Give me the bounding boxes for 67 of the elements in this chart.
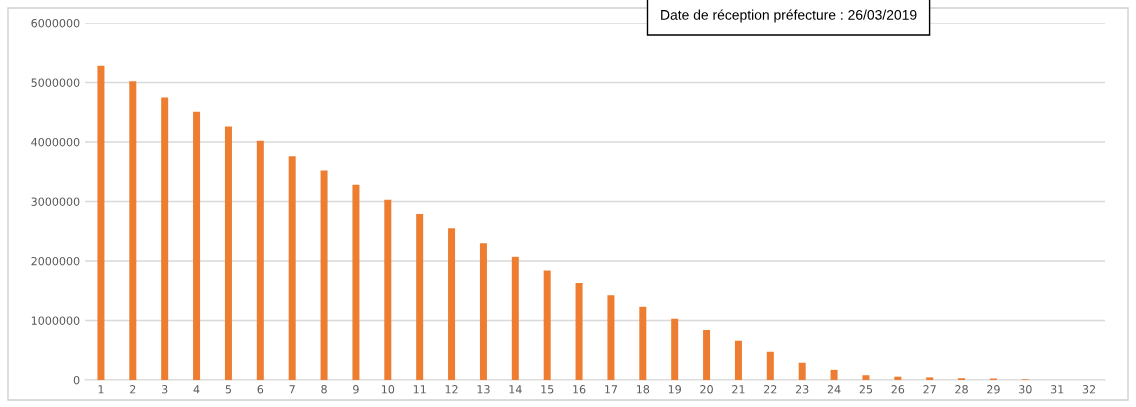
x-tick-label: 10	[381, 385, 395, 394]
bar	[129, 81, 137, 380]
x-tick-label: 5	[225, 385, 231, 394]
x-tick-label: 22	[764, 385, 777, 394]
x-tick-label: 27	[923, 385, 936, 394]
bar	[448, 228, 456, 380]
y-tick-label: 3000000	[31, 197, 80, 206]
bar	[511, 256, 519, 380]
x-tick-label: 21	[732, 385, 745, 394]
bar	[479, 243, 487, 380]
x-tick-label: 28	[955, 385, 968, 394]
bar	[384, 199, 392, 380]
bar	[224, 126, 232, 380]
x-tick-label: 13	[477, 385, 490, 394]
x-tick-label: 19	[668, 385, 681, 394]
x-tick-label: 20	[700, 385, 713, 394]
text: Date de réception préfecture : 26/03/2019	[661, 9, 917, 23]
bar	[734, 340, 742, 380]
bar	[639, 306, 647, 380]
y-tick-label: 0	[73, 375, 80, 385]
x-tick-label: 17	[605, 385, 618, 394]
x-tick-label: 18	[636, 385, 650, 394]
x-tick-label: 6	[257, 385, 264, 394]
x-tick-label: 3	[162, 385, 168, 394]
bar	[798, 362, 806, 380]
bar	[288, 156, 296, 380]
bar	[766, 351, 774, 380]
y-tick-label: 2000000	[31, 256, 80, 266]
bar	[543, 270, 551, 380]
x-tick-label: 29	[987, 385, 1000, 394]
x-tick-label: 25	[859, 385, 873, 394]
x-tick-label: 1	[98, 385, 104, 394]
x-tick-label: 23	[795, 385, 809, 394]
bar	[416, 213, 424, 380]
y-tick-label: 5000000	[31, 78, 80, 87]
bar	[352, 184, 360, 380]
x-tick-label: 32	[1082, 385, 1096, 394]
bar	[97, 65, 105, 380]
x-tick-label: 16	[573, 385, 586, 394]
x-tick-label: 14	[509, 385, 522, 394]
bar	[607, 295, 615, 380]
x-tick-label: 11	[413, 385, 426, 394]
bar	[671, 318, 679, 380]
x-tick-label: 15	[541, 385, 554, 394]
y-tick-label: 6000000	[31, 18, 80, 28]
bar	[703, 330, 711, 380]
bar	[575, 283, 583, 380]
y-tick-label: 1000000	[31, 316, 80, 325]
x-tick-label: 30	[1019, 385, 1032, 394]
bar	[256, 140, 264, 380]
bar	[926, 377, 934, 380]
x-tick-label: 31	[1050, 385, 1064, 394]
bar	[193, 111, 201, 380]
x-tick-label: 24	[827, 385, 841, 394]
x-tick-label: 12	[445, 385, 458, 394]
bar	[830, 369, 838, 380]
x-tick-label: 8	[321, 385, 327, 394]
y-tick-label: 4000000	[31, 137, 80, 147]
x-tick-label: 9	[353, 385, 359, 394]
x-tick-label: 26	[891, 385, 905, 394]
bar	[320, 170, 328, 380]
bar	[862, 375, 870, 380]
bar	[161, 97, 169, 380]
x-tick-label: 7	[289, 385, 295, 394]
bar	[894, 376, 902, 380]
x-tick-label: 4	[193, 385, 200, 394]
x-tick-label: 2	[130, 385, 136, 394]
